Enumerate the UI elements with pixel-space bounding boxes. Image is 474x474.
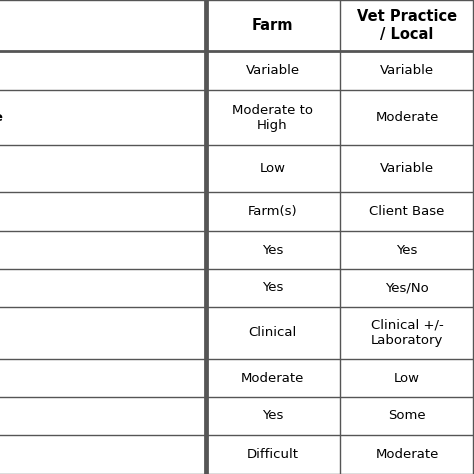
- Text: Low: Low: [394, 372, 420, 384]
- Text: Moderate: Moderate: [375, 448, 439, 461]
- Text: Client Base: Client Base: [369, 205, 445, 218]
- Text: Variable: Variable: [380, 64, 434, 77]
- Text: Yes: Yes: [262, 409, 283, 422]
- Text: Variable: Variable: [246, 64, 300, 77]
- Text: Yes: Yes: [262, 281, 283, 294]
- Text: Farm(s): Farm(s): [248, 205, 297, 218]
- Text: se definition at the source: se definition at the source: [0, 111, 3, 124]
- Text: Yes: Yes: [396, 244, 418, 256]
- Text: Yes: Yes: [262, 244, 283, 256]
- Text: Vet Practice
/ Local: Vet Practice / Local: [357, 9, 457, 42]
- Text: Yes/No: Yes/No: [385, 281, 429, 294]
- Text: Moderate: Moderate: [241, 372, 304, 384]
- Text: Farm: Farm: [252, 18, 293, 33]
- Text: Some: Some: [388, 409, 426, 422]
- Text: Clinical: Clinical: [248, 327, 297, 339]
- Text: Moderate to
High: Moderate to High: [232, 103, 313, 132]
- Text: Clinical +/-
Laboratory: Clinical +/- Laboratory: [371, 319, 443, 347]
- Text: Difficult: Difficult: [246, 448, 299, 461]
- Text: Moderate: Moderate: [375, 111, 439, 124]
- Text: Low: Low: [259, 162, 285, 175]
- Text: Variable: Variable: [380, 162, 434, 175]
